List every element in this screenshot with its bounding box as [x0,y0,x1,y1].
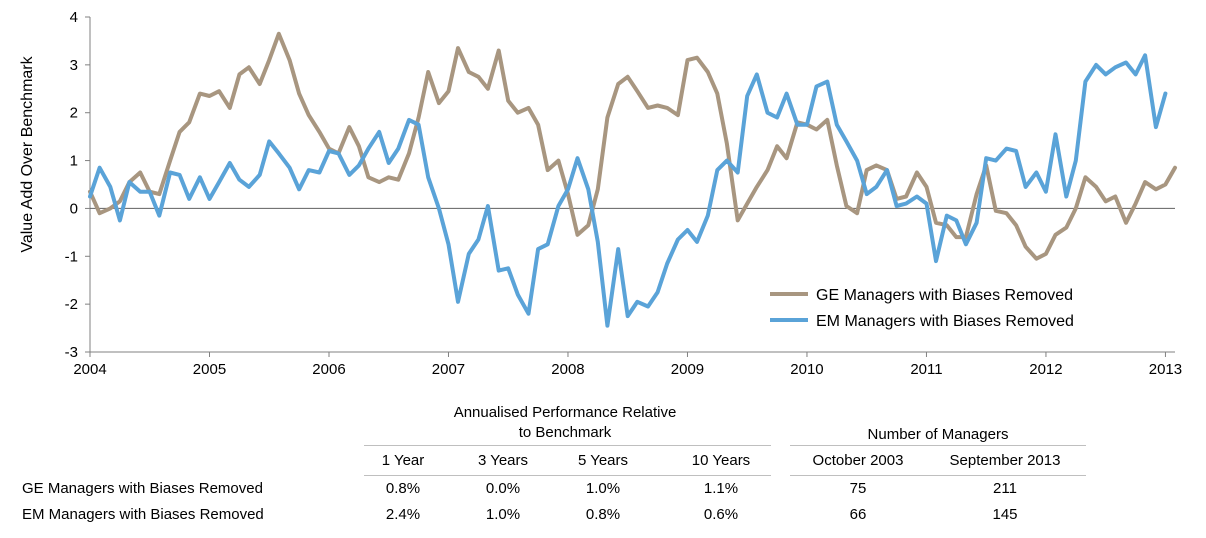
series-line-ge [88,31,1177,261]
row-label: EM Managers with Biases Removed [22,506,264,523]
legend-label: EM Managers with Biases Removed [816,313,1074,330]
table-cell: 66 [849,506,867,523]
x-tick-label: 2012 [1029,361,1062,378]
y-tick-label: 1 [70,153,78,170]
table-group-header-performance: Annualised Performance Relative to Bench… [395,403,735,443]
column-header: 1 Year [381,452,425,469]
column-header-rule-2 [790,475,1086,476]
table-cell: 0.8% [385,480,421,497]
y-tick-label: 4 [70,9,78,26]
x-tick-label: 2009 [671,361,704,378]
table-cell: 0.0% [485,480,521,497]
y-tick-label: 2 [70,105,78,122]
row-label: GE Managers with Biases Removed [22,480,263,497]
y-tick-label: -3 [65,344,78,361]
chart-legend: GE Managers with Biases Removed EM Manage… [770,287,1074,330]
table-cell: 0.8% [585,506,621,523]
table-cell: 211 [993,480,1017,497]
x-tick-label: 2010 [790,361,823,378]
table-cell: 2.4% [385,506,421,523]
x-tick-label: 2011 [910,361,942,378]
x-tick-label: 2004 [73,361,106,378]
column-header: October 2003 [812,452,904,469]
x-tick-label: 2007 [432,361,465,378]
chart-series [88,31,1177,328]
series-line-em [88,53,1168,328]
x-tick-label: 2006 [312,361,345,378]
x-tick-label: 2013 [1149,361,1182,378]
legend-label: GE Managers with Biases Removed [816,287,1073,304]
column-header: 3 Years [477,452,529,469]
table-cell: 1.1% [703,480,739,497]
x-tick-label: 2008 [551,361,584,378]
column-header: 10 Years [691,452,751,469]
column-header: September 2013 [949,452,1061,469]
table-cell: 1.0% [585,480,621,497]
column-header-rule-1 [364,475,771,476]
y-tick-label: 0 [70,200,78,217]
line-chart: -3 -2 -1 0 1 2 3 4 2004 2005 2006 2007 2008 2009 2010 2… [19,9,1182,378]
x-tick-label: 2005 [193,361,226,378]
header-managers-text: Number of Managers [867,426,1009,443]
table-cell: 75 [849,480,867,497]
table-group-header-managers: Number of Managers [790,425,1086,445]
y-tick-label: -1 [65,248,78,265]
header-line-2: to Benchmark [518,424,612,441]
performance-header-rule [364,445,771,446]
table-cell: 145 [992,506,1018,523]
table-cell: 1.0% [485,506,521,523]
y-tick-label: 3 [70,57,78,74]
chart-axes: -3 -2 -1 0 1 2 3 4 2004 2005 2006 2007 2008 2009 2010 2… [19,9,1182,378]
table-cell: 0.6% [703,506,739,523]
y-axis-title: Value Add Over Benchmark [19,55,36,252]
column-header: 5 Years [577,452,629,469]
header-line-1: Annualised Performance Relative [453,404,677,421]
y-tick-label: -2 [65,296,78,313]
managers-header-rule [790,445,1086,446]
